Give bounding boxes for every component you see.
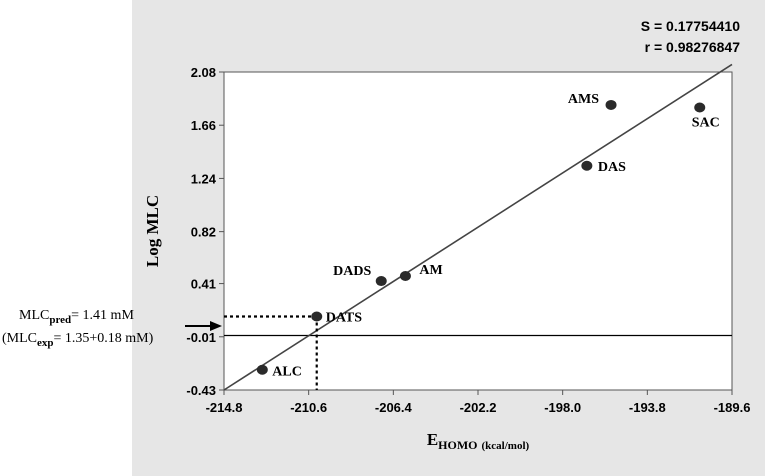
data-point <box>694 102 706 113</box>
point-label: DADS <box>333 264 371 279</box>
x-tick-label: -206.4 <box>375 400 413 415</box>
point-label: DAS <box>598 160 626 175</box>
data-points: ALC DATS DADS AM DAS AMS SAC <box>256 92 720 380</box>
point-label: SAC <box>692 115 720 130</box>
annotation-arrow-head <box>210 321 222 331</box>
y-tick-label: 1.24 <box>191 171 217 186</box>
data-point <box>581 160 593 171</box>
y-tick-label: 1.66 <box>191 118 216 133</box>
y-tick-label: 2.08 <box>191 65 216 80</box>
stat-r: r = 0.98276847 <box>645 39 741 55</box>
annotation-pred-value: = 1.41 mM <box>71 308 134 323</box>
annotation-pred-main: MLC <box>19 308 49 323</box>
x-tick-label: -214.8 <box>206 400 243 415</box>
y-axis-label: Log MLC <box>143 195 162 267</box>
annotation-pred-sub: pred <box>49 314 71 326</box>
x-axis-label-sub: HOMO <box>438 438 477 452</box>
x-axis-label: EHOMO (kcal/mol) <box>427 430 530 452</box>
x-axis-ticks: -214.8 -210.6 -206.4 -202.2 -198.0 -193.8 -189… <box>206 390 751 415</box>
x-tick-label: -210.6 <box>290 400 327 415</box>
x-axis-label-main: E <box>427 430 438 449</box>
stat-s: S = 0.17754410 <box>641 18 740 34</box>
x-tick-label: -198.0 <box>544 400 581 415</box>
x-axis-label-unit: (kcal/mol) <box>482 440 530 452</box>
y-tick-label: 0.82 <box>191 225 216 240</box>
x-tick-label: -189.6 <box>714 400 751 415</box>
data-point <box>375 276 387 287</box>
x-tick-label: -202.2 <box>460 400 497 415</box>
data-point <box>399 270 411 281</box>
annotation-mlc-pred: MLCpred= 1.41 mM <box>19 308 134 326</box>
annotation-exp-value: = 1.35+0.18 mM) <box>54 331 154 346</box>
plot-area <box>223 71 733 391</box>
point-label: AMS <box>568 92 599 107</box>
data-point <box>256 364 268 375</box>
data-point <box>311 311 323 322</box>
y-tick-label: -0.43 <box>186 383 216 398</box>
y-tick-label: 0.41 <box>191 277 216 292</box>
point-label: AM <box>419 263 442 278</box>
annotation-mlc-exp: (MLCexp= 1.35+0.18 mM) <box>2 331 154 349</box>
data-point <box>605 99 617 110</box>
y-tick-label: -0.01 <box>186 330 216 345</box>
annotation-exp-open: (MLC <box>2 331 37 346</box>
regression-line <box>223 63 733 391</box>
y-axis-ticks: -0.43 -0.01 0.41 0.82 1.24 1.66 2.08 <box>186 65 224 398</box>
point-label: DATS <box>326 311 363 326</box>
annotation-exp-sub: exp <box>37 337 54 349</box>
point-label: ALC <box>272 365 302 380</box>
x-tick-label: -193.8 <box>629 400 666 415</box>
